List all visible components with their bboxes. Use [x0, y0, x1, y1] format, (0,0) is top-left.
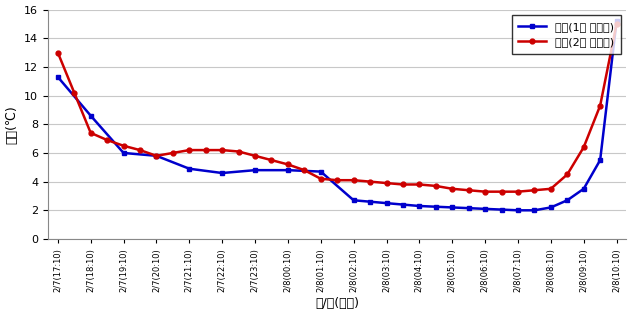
- 온도(2번 하우스): [597, 104, 604, 107]
- 온도(2번 하우스): [367, 180, 374, 184]
- 온도(2번 하우스): [235, 149, 243, 153]
- 온도(2번 하우스): [383, 181, 391, 185]
- 온도(2번 하우스): [547, 187, 555, 191]
- 온도(1번 하우스): [514, 209, 522, 212]
- 온도(2번 하우스): [153, 154, 161, 158]
- 온도(2번 하우스): [219, 148, 226, 152]
- 온도(1번 하우스): [432, 205, 440, 209]
- 온도(1번 하우스): [87, 114, 94, 118]
- 온도(2번 하우스): [482, 190, 489, 194]
- 온도(2번 하우스): [498, 190, 506, 194]
- 온도(2번 하우스): [465, 188, 473, 192]
- 온도(2번 하우스): [268, 158, 276, 162]
- 온도(2번 하우스): [432, 184, 440, 188]
- 온도(1번 하우스): [465, 206, 473, 210]
- 온도(1번 하우스): [399, 203, 407, 206]
- Line: 온도(1번 하우스): 온도(1번 하우스): [56, 19, 619, 213]
- 온도(1번 하우스): [498, 208, 506, 211]
- 온도(2번 하우스): [334, 178, 341, 182]
- 온도(2번 하우스): [301, 168, 308, 172]
- 온도(2번 하우스): [350, 178, 358, 182]
- 온도(1번 하우스): [531, 209, 538, 212]
- 온도(1번 하우스): [564, 198, 571, 202]
- 온도(2번 하우스): [54, 51, 61, 54]
- 온도(2번 하우스): [119, 144, 127, 148]
- 온도(2번 하우스): [169, 151, 177, 155]
- Y-axis label: 온도(℃): 온도(℃): [6, 105, 18, 144]
- 온도(1번 하우스): [317, 170, 325, 173]
- 온도(2번 하우스): [531, 188, 538, 192]
- Line: 온도(2번 하우스): 온도(2번 하우스): [56, 21, 619, 194]
- 온도(2번 하우스): [202, 148, 210, 152]
- 온도(1번 하우스): [613, 19, 621, 23]
- 온도(2번 하우스): [186, 148, 193, 152]
- X-axis label: 월/일(시간): 월/일(시간): [315, 297, 359, 310]
- 온도(1번 하우스): [119, 151, 127, 155]
- 온도(2번 하우스): [580, 145, 588, 149]
- 온도(2번 하우스): [87, 131, 94, 135]
- 온도(1번 하우스): [54, 75, 61, 79]
- 온도(2번 하우스): [564, 173, 571, 176]
- 온도(1번 하우스): [219, 171, 226, 175]
- Legend: 온도(1번 하우스), 온도(2번 하우스): 온도(1번 하우스), 온도(2번 하우스): [512, 15, 621, 54]
- 온도(2번 하우스): [416, 183, 423, 186]
- 온도(2번 하우스): [70, 91, 78, 94]
- 온도(1번 하우스): [186, 167, 193, 171]
- 온도(1번 하우스): [416, 204, 423, 208]
- 온도(2번 하우스): [317, 177, 325, 181]
- 온도(1번 하우스): [547, 205, 555, 209]
- 온도(1번 하우스): [284, 168, 292, 172]
- 온도(1번 하우스): [367, 200, 374, 204]
- 온도(2번 하우스): [252, 154, 259, 158]
- 온도(2번 하우스): [514, 190, 522, 194]
- 온도(1번 하우스): [350, 198, 358, 202]
- 온도(1번 하우스): [252, 168, 259, 172]
- 온도(2번 하우스): [103, 138, 111, 142]
- 온도(2번 하우스): [613, 22, 621, 26]
- 온도(1번 하우스): [580, 187, 588, 191]
- 온도(1번 하우스): [449, 205, 456, 209]
- 온도(2번 하우스): [399, 183, 407, 186]
- 온도(1번 하우스): [153, 154, 161, 158]
- 온도(2번 하우스): [284, 162, 292, 166]
- 온도(2번 하우스): [137, 148, 144, 152]
- 온도(1번 하우스): [597, 158, 604, 162]
- 온도(1번 하우스): [383, 201, 391, 205]
- 온도(1번 하우스): [482, 207, 489, 211]
- 온도(2번 하우스): [449, 187, 456, 191]
